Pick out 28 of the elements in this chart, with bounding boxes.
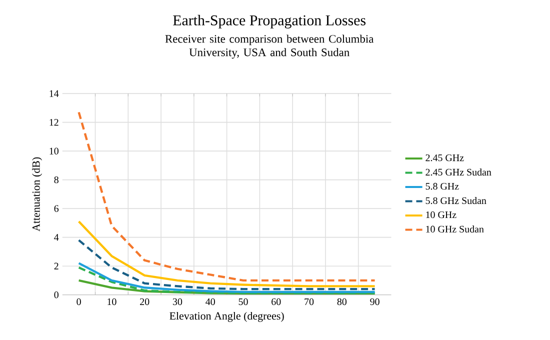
chart-title: Earth-Space Propagation Losses (173, 14, 366, 28)
x-tick-label: 20 (140, 298, 150, 305)
y-tick-label: 10 (50, 148, 58, 154)
x-tick-label: 70 (304, 298, 314, 305)
x-axis-title: Elevation Angle (degrees) (170, 312, 284, 322)
legend-label: 5.8 GHz (426, 182, 459, 190)
x-tick-label: 0 (76, 298, 81, 305)
x-tick-label: 80 (337, 298, 347, 305)
y-tick-label: 2 (54, 262, 58, 270)
legend-label: 10 GHz (426, 211, 456, 218)
x-tick-label: 50 (238, 298, 248, 305)
y-tick-label: 0 (54, 291, 58, 298)
x-tick-label: 10 (108, 298, 116, 305)
x-tick-label: 30 (172, 298, 182, 305)
x-tick-label: 40 (206, 298, 215, 305)
x-tick-label: 60 (272, 298, 281, 305)
y-tick-label: 4 (54, 234, 59, 241)
y-tick-label: 6 (54, 205, 59, 212)
y-tick-label: 12 (50, 118, 58, 126)
chart-subtitle: Receiver site comparison between Columbia University, USA and South Sudan (165, 34, 374, 58)
legend-label: 2.45 GHz Sudan (426, 168, 492, 176)
legend-label: 5.8 GHz Sudan (426, 196, 486, 204)
y-tick-label: 8 (54, 176, 58, 184)
x-tick-label: 90 (370, 298, 380, 305)
y-axis-title: Attenuation (dB) (32, 157, 42, 232)
legend-label: 2.45 GHz (426, 154, 464, 162)
y-tick-label: 14 (50, 90, 59, 97)
legend-label: 10 GHz Sudan (426, 225, 484, 232)
